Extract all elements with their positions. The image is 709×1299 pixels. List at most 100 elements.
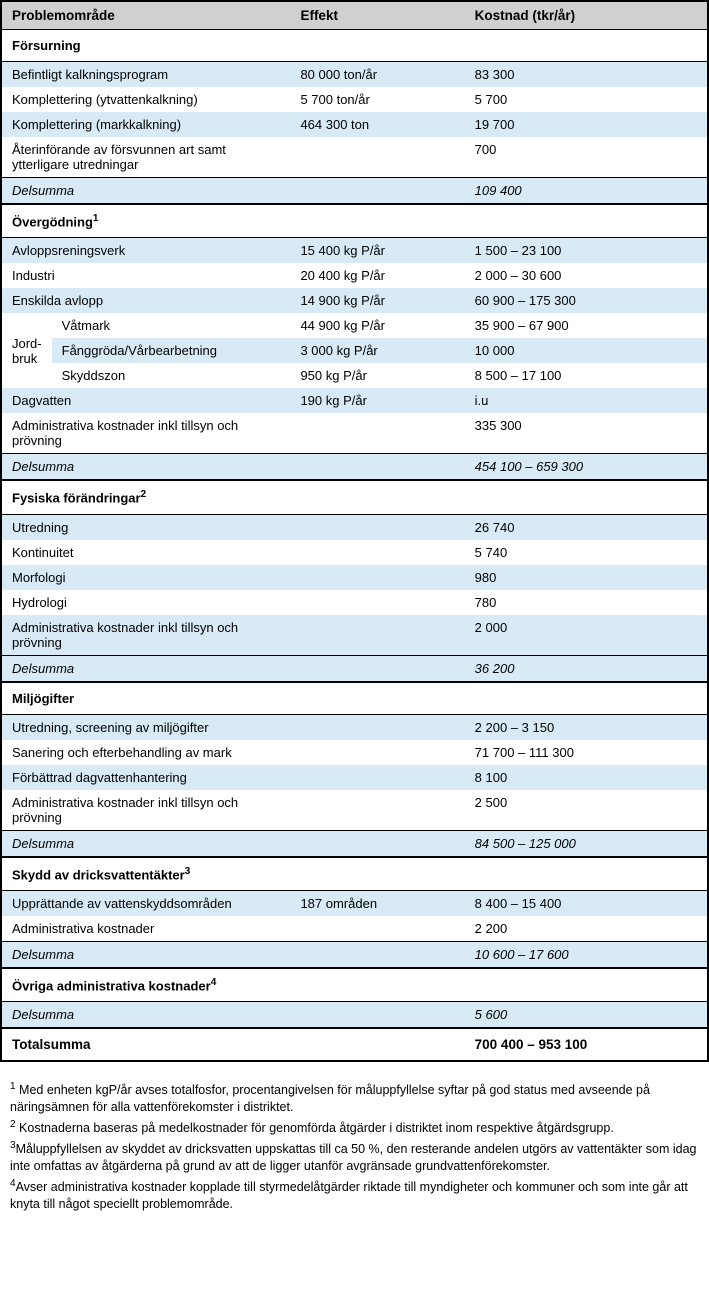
section-title: Skydd av dricksvattentäkter3 [1,857,708,891]
table-row: Jord-bruk Våtmark 44 900 kg P/år 35 900 … [1,313,708,338]
subtotal-row: Delsumma 10 600 – 17 600 [1,941,708,968]
row-cost: 83 300 [465,62,708,88]
row-effect: 80 000 ton/år [290,62,464,88]
subtotal-label: Delsumma [1,1002,290,1029]
col-header-problem: Problemområde [1,1,290,30]
table-row: Industri 20 400 kg P/år 2 000 – 30 600 [1,263,708,288]
row-cost: 10 000 [465,338,708,363]
row-label: Hydrologi [1,590,290,615]
row-effect: 464 300 ton [290,112,464,137]
row-cost: 35 900 – 67 900 [465,313,708,338]
row-effect: 15 400 kg P/år [290,238,464,264]
subtotal-row: Delsumma 84 500 – 125 000 [1,830,708,857]
row-label: Komplettering (ytvattenkalkning) [1,87,290,112]
row-effect [290,514,464,540]
row-label: Sanering och efterbehandling av mark [1,740,290,765]
row-cost: 335 300 [465,413,708,454]
table-row: Återinförande av försvunnen art samt ytt… [1,137,708,178]
row-label: Upprättande av vattenskyddsområden [1,890,290,916]
row-effect: 187 områden [290,890,464,916]
subtotal-label: Delsumma [1,178,290,205]
table-row: Administrativa kostnader inkl tillsyn oc… [1,790,708,831]
table-row: Utredning, screening av miljögifter 2 20… [1,714,708,740]
subtotal-row: Delsumma 5 600 [1,1002,708,1029]
row-effect: 190 kg P/år [290,388,464,413]
footnote-2: 2 Kostnaderna baseras på medelkostnader … [10,1118,699,1137]
row-cost: 1 500 – 23 100 [465,238,708,264]
subtotal-value: 454 100 – 659 300 [465,454,708,481]
row-cost: 5 700 [465,87,708,112]
row-label: Förbättrad dagvattenhantering [1,765,290,790]
row-cost: 8 100 [465,765,708,790]
footnote-1: 1 Med enheten kgP/år avses totalfosfor, … [10,1080,699,1116]
row-cost: 26 740 [465,514,708,540]
subtotal-label: Delsumma [1,655,290,682]
table-row: Administrativa kostnader inkl tillsyn oc… [1,615,708,656]
row-cost: 2 000 – 30 600 [465,263,708,288]
row-label: Befintligt kalkningsprogram [1,62,290,88]
table-row: Befintligt kalkningsprogram 80 000 ton/å… [1,62,708,88]
section-title: Fysiska förändringar2 [1,480,708,514]
row-cost: 2 200 – 3 150 [465,714,708,740]
subtotal-value: 84 500 – 125 000 [465,830,708,857]
row-effect [290,714,464,740]
table-row: Kontinuitet 5 740 [1,540,708,565]
table-row: Hydrologi 780 [1,590,708,615]
total-row: Totalsumma 700 400 – 953 100 [1,1028,708,1061]
subtotal-row: Delsumma 109 400 [1,178,708,205]
row-effect: 950 kg P/år [290,363,464,388]
subtotal-value: 36 200 [465,655,708,682]
section-title: Övriga administrativa kostnader4 [1,968,708,1002]
table-row: Dagvatten 190 kg P/år i.u [1,388,708,413]
row-label: Komplettering (markkalkning) [1,112,290,137]
row-cost: 2 500 [465,790,708,831]
table-row: Avloppsreningsverk 15 400 kg P/år 1 500 … [1,238,708,264]
row-cost: 980 [465,565,708,590]
row-cost: 19 700 [465,112,708,137]
row-effect: 5 700 ton/år [290,87,464,112]
row-cost: 700 [465,137,708,178]
row-effect [290,590,464,615]
total-value: 700 400 – 953 100 [465,1028,708,1061]
row-effect [290,615,464,656]
footnote-4: 4Avser administrativa kostnader kopplade… [10,1177,699,1213]
row-effect [290,790,464,831]
row-label: Fånggröda/Vårbearbetning [52,338,291,363]
row-label: Utredning, screening av miljögifter [1,714,290,740]
cost-table: Problemområde Effekt Kostnad (tkr/år) Fö… [0,0,709,1062]
row-label: Dagvatten [1,388,290,413]
row-label: Administrativa kostnader inkl tillsyn oc… [1,790,290,831]
row-cost: 60 900 – 175 300 [465,288,708,313]
row-label: Kontinuitet [1,540,290,565]
table-row: Komplettering (markkalkning) 464 300 ton… [1,112,708,137]
section-header: Skydd av dricksvattentäkter3 [1,857,708,891]
table-row: Upprättande av vattenskyddsområden 187 o… [1,890,708,916]
row-label: Utredning [1,514,290,540]
table-row: Morfologi 980 [1,565,708,590]
table-row: Administrativa kostnader 2 200 [1,916,708,942]
row-label: Våtmark [52,313,291,338]
row-label: Enskilda avlopp [1,288,290,313]
subtotal-row: Delsumma 454 100 – 659 300 [1,454,708,481]
row-effect [290,413,464,454]
footnote-3: 3Måluppfyllelsen av skyddet av dricksvat… [10,1139,699,1175]
table-row: Förbättrad dagvattenhantering 8 100 [1,765,708,790]
row-cost: 780 [465,590,708,615]
group-label: Jord-bruk [1,313,52,388]
table-row: Komplettering (ytvattenkalkning) 5 700 t… [1,87,708,112]
table-row: Fånggröda/Vårbearbetning 3 000 kg P/år 1… [1,338,708,363]
row-label: Industri [1,263,290,288]
row-effect: 44 900 kg P/år [290,313,464,338]
col-header-effect: Effekt [290,1,464,30]
section-header: Försurning [1,30,708,62]
footnotes: 1 Med enheten kgP/år avses totalfosfor, … [0,1062,709,1225]
row-label: Skyddszon [52,363,291,388]
table-row: Skyddszon 950 kg P/år 8 500 – 17 100 [1,363,708,388]
table-row: Utredning 26 740 [1,514,708,540]
section-header: Övriga administrativa kostnader4 [1,968,708,1002]
section-title: Miljögifter [1,682,708,715]
section-header: Övergödning1 [1,204,708,238]
table-row: Sanering och efterbehandling av mark 71 … [1,740,708,765]
row-cost: i.u [465,388,708,413]
row-cost: 8 500 – 17 100 [465,363,708,388]
